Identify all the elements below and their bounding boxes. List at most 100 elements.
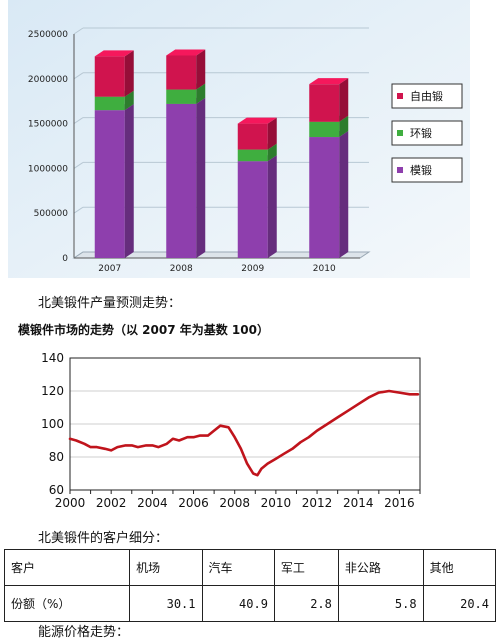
x-tick-label: 2008	[219, 496, 250, 510]
x-tick-label: 2009	[241, 264, 264, 274]
legend-item: 自由锻	[391, 83, 463, 109]
bar-segment-side	[339, 78, 349, 122]
bar-segment-front	[166, 103, 197, 258]
x-tick-label: 2016	[384, 496, 415, 510]
x-tick-label: 2008	[170, 264, 193, 274]
bar-segment-side	[267, 117, 277, 150]
bar-segment-top	[309, 78, 349, 85]
bar-segment-front	[94, 110, 125, 258]
bar-segment	[94, 50, 134, 97]
x-tick-label: 2004	[137, 496, 168, 510]
bar-segment-side	[267, 143, 277, 162]
y-tick-label: 80	[49, 450, 64, 464]
plot-frame	[69, 357, 421, 491]
y-tick-label: 100	[41, 417, 64, 431]
bar-segment	[309, 78, 349, 122]
header-cell: 军工	[273, 549, 339, 586]
bar-segment-front	[237, 123, 268, 150]
legend-swatch	[397, 167, 403, 173]
series-line	[68, 389, 420, 477]
legend-swatch	[397, 93, 403, 99]
bar-segment	[237, 155, 277, 258]
x-tick-label: 2010	[313, 264, 336, 274]
x-tick-label: 2006	[178, 496, 209, 510]
x-tick-label: 2014	[343, 496, 374, 510]
bar-segment-front	[166, 55, 197, 90]
legend-label: 自由锻	[410, 89, 443, 103]
bar-segment-front	[94, 56, 125, 97]
header-cell: 其他	[422, 549, 497, 586]
y-tick-label: 60	[49, 483, 64, 497]
bar-segment-side	[267, 155, 277, 258]
x-tick-label: 2012	[302, 496, 333, 510]
x-tick-label: 2010	[261, 496, 292, 510]
y-tick-label: 2500000	[28, 30, 68, 40]
header-cell: 客户	[3, 549, 131, 586]
energy-caption: 能源价格走势：	[38, 625, 130, 640]
legend-item: 模锻	[391, 157, 463, 183]
bar-segment-front	[309, 137, 340, 258]
bar-segment-front	[309, 84, 340, 122]
y-tick-label: 1500000	[28, 120, 68, 130]
customers-caption: 北美锻件的客户细分：	[38, 531, 169, 546]
legend-label: 环锻	[410, 126, 432, 140]
y-tick-label: 120	[41, 384, 64, 398]
bar-segment-side	[339, 131, 349, 258]
header-cell: 非公路	[337, 549, 424, 586]
bar-segment-front	[237, 161, 268, 258]
header-cell: 汽车	[201, 549, 275, 586]
x-tick-label: 2007	[98, 264, 121, 274]
bar-segment-top	[166, 49, 206, 56]
bar-segment-front	[237, 149, 268, 162]
value-cell: 2.8	[273, 585, 339, 622]
bar-segment-side	[124, 90, 134, 111]
bar-segment-side	[196, 83, 206, 104]
y-tick-label: 2000000	[28, 75, 68, 85]
die-forging-trend-chart: 模锻件市场的走势（以 2007 年为基数 100） 6080100120140 …	[18, 322, 421, 510]
forecast-caption: 北美锻件产量预测走势：	[38, 296, 182, 311]
value-cell: 30.1	[129, 585, 203, 622]
value-cell: 20.4	[422, 585, 497, 622]
legend-box	[391, 83, 463, 109]
legend-swatch	[397, 130, 403, 136]
x-tick-label: 2002	[96, 496, 127, 510]
bar-segment-top	[94, 50, 134, 57]
legend-box	[391, 157, 463, 183]
chart-title: 模锻件市场的走势（以 2007 年为基数 100）	[18, 322, 269, 337]
bar-segment-side	[196, 49, 206, 90]
header-cell: 机场	[129, 549, 203, 586]
bar-segment-side	[196, 97, 206, 258]
legend-item: 环锻	[391, 120, 463, 146]
bar-segment	[237, 117, 277, 150]
customer-share-table: 客户 机场 汽车 军工 非公路 其他 份额（%） 30.1 40.9 2.8 5…	[3, 549, 497, 622]
x-tick-label: 2000	[55, 496, 86, 510]
bar-segment-side	[124, 50, 134, 97]
y-tick-label: 140	[41, 351, 64, 365]
bar-segment-front	[309, 121, 340, 138]
value-cell: 40.9	[201, 585, 275, 622]
row-label-cell: 份额（%）	[3, 585, 131, 622]
table-header-row: 客户 机场 汽车 军工 非公路 其他	[3, 549, 497, 586]
y-tick-label: 500000	[34, 209, 69, 219]
bar-segment-front	[166, 89, 197, 104]
gridline	[73, 117, 84, 125]
legend-box	[391, 120, 463, 146]
bar-segment-front	[94, 96, 125, 111]
legend-label: 模锻	[410, 163, 432, 177]
bar-segment	[94, 104, 134, 258]
gridline	[73, 161, 84, 169]
value-cell: 5.8	[337, 585, 424, 622]
bar-segment-top	[237, 117, 277, 124]
gridline	[73, 206, 84, 214]
table-row: 份额（%） 30.1 40.9 2.8 5.8 20.4	[3, 585, 497, 622]
bar-segment	[309, 131, 349, 258]
gridline	[73, 27, 84, 35]
bar-segment-side	[339, 115, 349, 138]
bar-segment	[166, 49, 206, 90]
y-tick-label: 0	[62, 254, 68, 264]
forging-output-chart: 0 500000 1000000 1500000 2000000 2500000 2007…	[8, 0, 470, 278]
bar-segment-side	[124, 104, 134, 258]
bar-segment	[166, 97, 206, 258]
gridline	[73, 72, 84, 80]
y-tick-label: 1000000	[28, 164, 68, 174]
